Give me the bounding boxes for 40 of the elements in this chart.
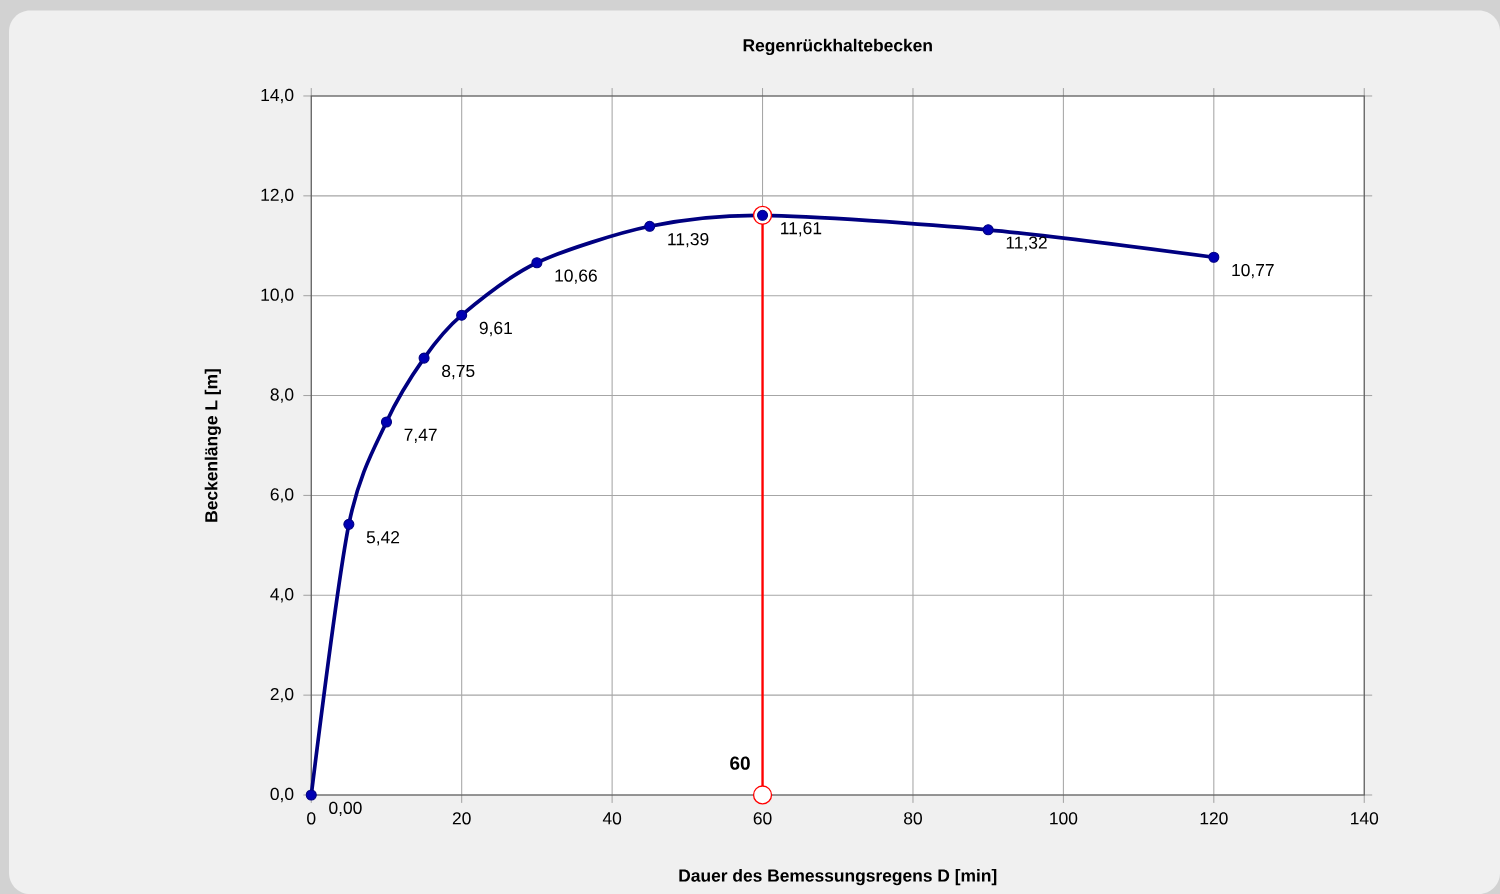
data-label: 10,66 bbox=[555, 269, 597, 284]
data-label: 11,39 bbox=[668, 232, 709, 248]
data-label: 11,61 bbox=[781, 221, 822, 237]
data-label: 10,77 bbox=[1232, 263, 1274, 279]
annotation: 60 bbox=[730, 756, 750, 770]
x-tick-label: 20 bbox=[452, 812, 471, 825]
point bbox=[644, 220, 656, 232]
data-label: 8,75 bbox=[442, 364, 475, 380]
x-tick-label: 120 bbox=[1200, 812, 1228, 825]
point bbox=[418, 352, 430, 364]
data-label: 7,47 bbox=[404, 428, 437, 443]
point bbox=[380, 416, 393, 428]
point bbox=[305, 789, 317, 801]
y-tick-label: 12,0 bbox=[261, 188, 294, 204]
point bbox=[456, 309, 468, 321]
y-tick-label: 6,0 bbox=[270, 488, 294, 503]
y-axis-title: Beckenlänge L [m] bbox=[204, 369, 221, 522]
x-tick-label: 100 bbox=[1050, 812, 1078, 825]
data-label: 9,61 bbox=[479, 321, 512, 337]
y-tick-label: 0,0 bbox=[270, 787, 294, 803]
x-tick-label: 0 bbox=[307, 812, 316, 825]
data-label: 11,32 bbox=[1006, 236, 1047, 251]
chart-title: Regenrückhaltebecken bbox=[743, 38, 932, 56]
x-tick-label: 60 bbox=[753, 812, 772, 825]
data-label: 0,00 bbox=[329, 801, 362, 817]
y-tick-label: 8,0 bbox=[270, 388, 294, 403]
point bbox=[531, 257, 543, 269]
point bbox=[752, 785, 773, 805]
x-tick-label: 140 bbox=[1351, 812, 1379, 825]
y-tick-label: 10,0 bbox=[261, 288, 294, 303]
y-tick-label: 14,0 bbox=[261, 88, 294, 104]
point bbox=[343, 518, 355, 530]
data-label: 5,42 bbox=[366, 531, 400, 546]
point bbox=[982, 224, 994, 236]
y-tick-label: 2,0 bbox=[270, 687, 294, 703]
x-tick-label: 40 bbox=[602, 812, 622, 825]
x-axis-title: Dauer des Bemessungsregens D [min] bbox=[679, 868, 997, 886]
x-tick-label: 80 bbox=[904, 812, 922, 825]
y-tick-label: 4,0 bbox=[270, 588, 294, 603]
point bbox=[1208, 251, 1220, 263]
